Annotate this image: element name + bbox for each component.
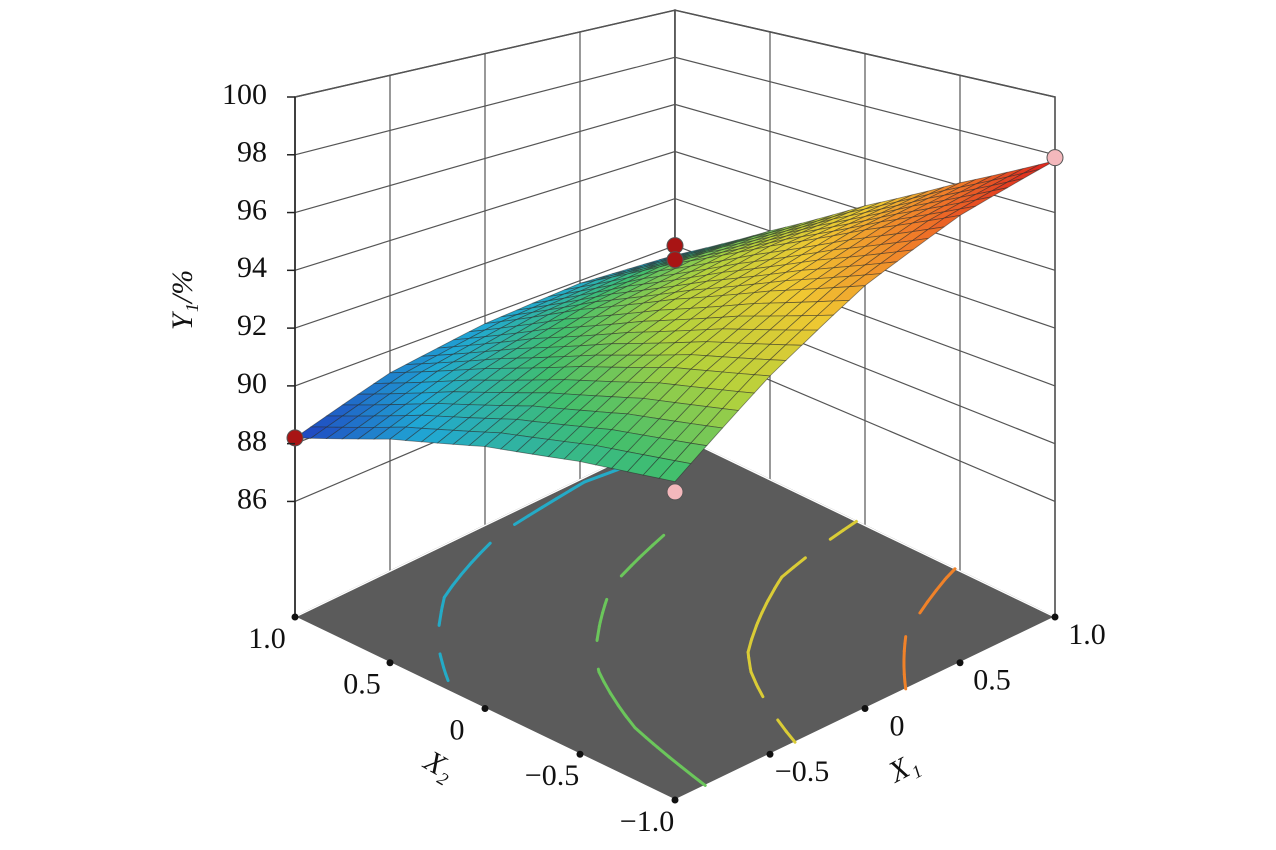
contour [667,755,683,769]
contour [568,480,587,492]
contour [583,473,604,484]
contour [691,774,702,784]
contour [596,667,601,674]
contour [470,552,482,564]
contour [750,624,758,641]
x2-axis-title: X₂ [418,744,460,787]
contour [450,573,463,588]
contour [780,565,796,579]
contour [595,624,601,641]
contour [747,656,752,671]
z-axis-title: Y₁/% [166,270,199,330]
tick-mark [766,750,774,758]
contour [513,514,530,526]
contour [609,692,620,707]
contour [656,745,671,759]
contour [439,655,446,669]
tick-mark [386,659,394,667]
contour [619,564,633,578]
tick-mark [481,705,489,712]
z-tick-label: 92 [237,309,267,342]
contour [624,715,637,730]
contour [934,577,947,592]
contour [616,703,627,717]
design-point [666,483,684,501]
z-tick-label: 86 [237,482,267,515]
tick-mark [671,796,679,804]
contour [841,519,858,532]
contour [442,586,453,599]
tick-mark [956,659,964,667]
contour [440,595,446,609]
tick-mark [1051,613,1059,621]
contour [651,533,666,547]
contour [459,562,472,577]
surface-patch [658,460,692,483]
tick-mark [291,613,299,621]
contour [944,567,957,580]
x1-axis-title: X₁ [882,746,924,789]
tick-mark [576,750,584,758]
contour [784,730,797,744]
contour [603,597,609,607]
contour [746,639,753,654]
contour [598,611,605,625]
contour [760,601,768,615]
x1-tick-label: 0.5 [973,664,1011,697]
contour [766,587,777,603]
tick-mark [861,705,869,712]
contour [903,635,908,646]
contour [776,718,788,733]
contour [526,505,544,518]
z-tick-label: 88 [237,425,267,458]
contour [540,497,558,509]
x2-tick-label: −1.0 [620,805,674,838]
z-tick-label: 98 [237,136,267,169]
contour [749,670,759,686]
contour [918,600,929,615]
design-point [286,429,304,447]
x2-tick-label: 1.0 [248,622,286,655]
contour [597,670,606,684]
x2-tick-label: −0.5 [525,759,579,792]
contour [756,685,765,699]
design-point [1046,149,1064,167]
x1-tick-label: 0 [890,709,905,742]
z-tick-label: 94 [237,251,267,284]
z-tick-label: 100 [222,78,267,111]
contour [756,611,764,625]
contour [633,726,648,740]
contour [478,541,492,556]
z-tick-label: 96 [237,193,267,226]
x1-tick-label: 1.0 [1068,618,1106,651]
x2-tick-label: 0 [450,713,465,746]
contour [629,556,641,568]
design-point [666,251,684,269]
contour [926,588,938,604]
contour [828,528,845,541]
design-point [666,237,684,255]
contour [679,765,695,778]
contour [602,680,612,694]
contour [554,488,572,501]
x2-tick-label: 0.5 [343,668,381,701]
x1-tick-label: −0.5 [775,755,829,788]
contour [438,652,443,659]
contour [640,543,655,557]
contour [792,556,807,569]
z-tick-label: 90 [237,367,267,400]
contour [644,736,655,746]
contour [437,609,443,626]
